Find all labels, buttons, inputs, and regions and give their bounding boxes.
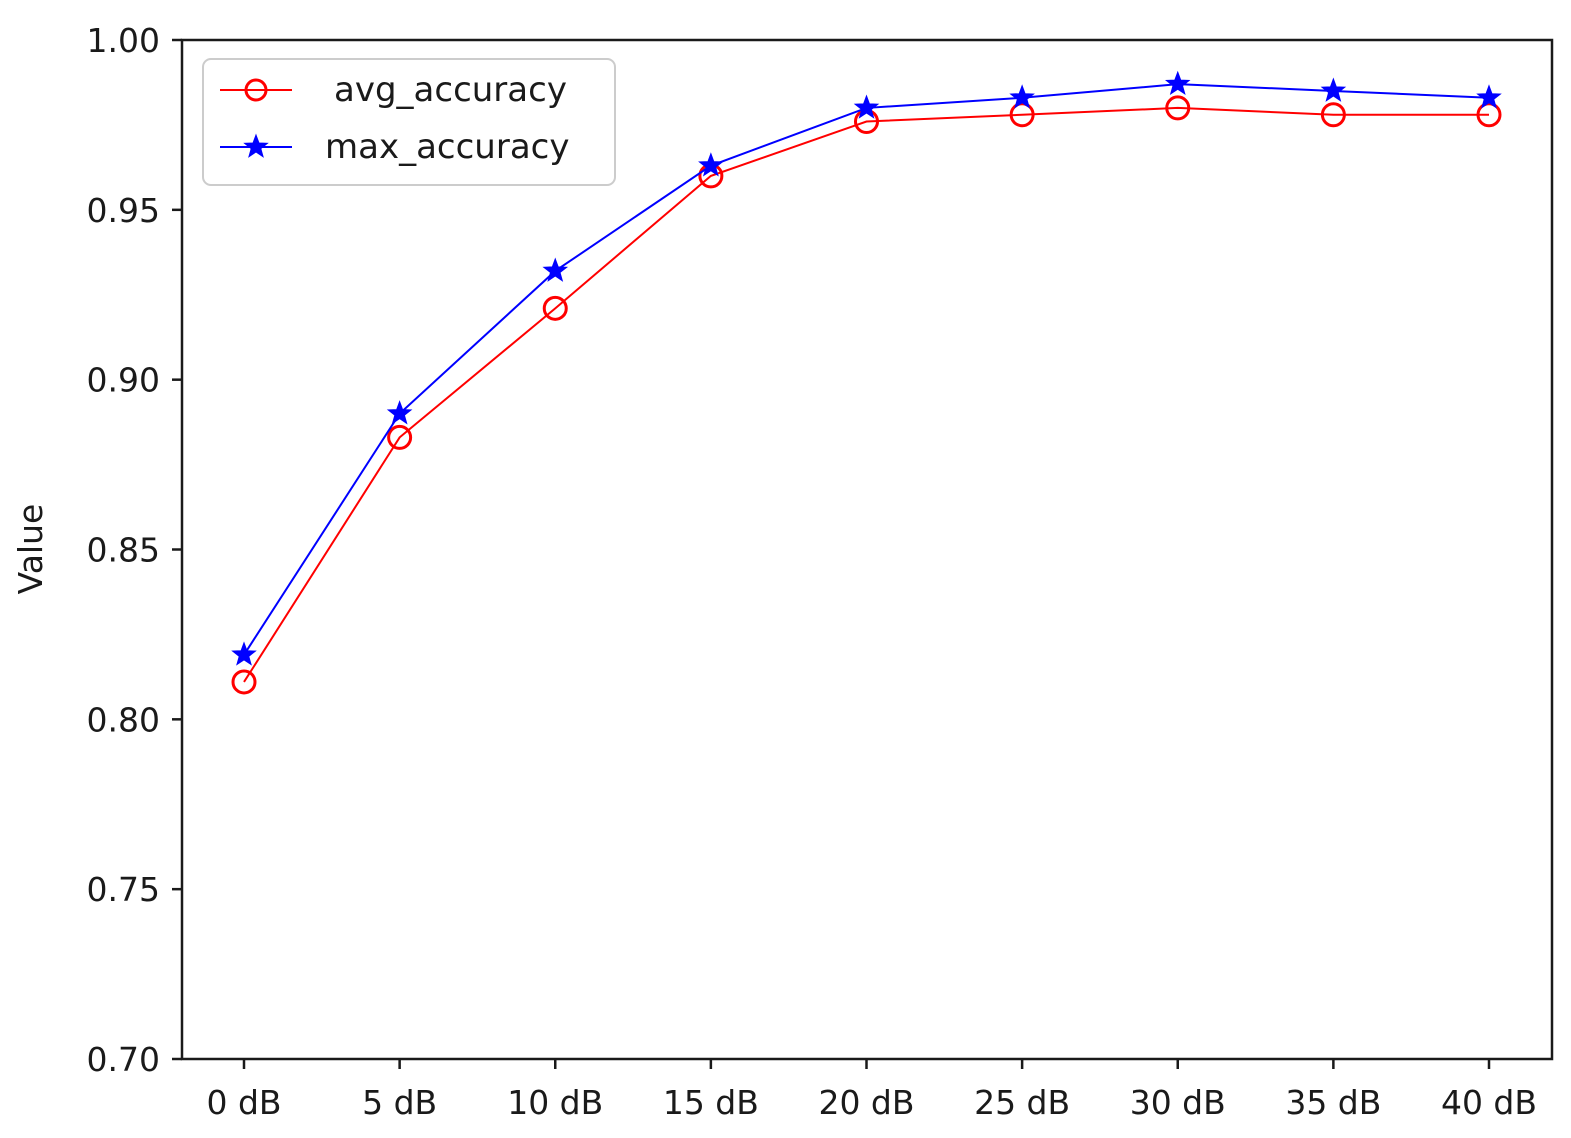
data-point-max-accuracy [1009,84,1035,109]
x-tick-label: 15 dB [663,1083,759,1122]
series-line-avg-accuracy [243,106,1489,683]
y-tick-label: 1.00 [87,21,160,60]
y-tick-label: 0.90 [87,361,160,400]
series-layer [231,70,1502,695]
data-point-avg-accuracy [387,424,413,450]
x-tick-label: 40 dB [1441,1083,1537,1122]
y-tick-label: 0.75 [87,870,160,909]
data-point-max-accuracy [853,94,880,119]
legend-frame [202,58,616,186]
plot-frame [180,38,1554,1061]
legend: avg_accuracy max_accuracy [202,58,616,186]
ticks-layer: 0.70 0.75 0.80 0.85 0.90 0.95 1.00 0 dB 5 dB 10 d… [87,21,1538,1122]
data-point-avg-accuracy [1165,95,1191,121]
data-point-max-accuracy [1476,84,1502,109]
legend-label-avg-accuracy: avg_accuracy [334,70,567,110]
x-tick-label: 0 dB [206,1083,281,1122]
data-point-max-accuracy [1164,70,1191,96]
data-point-max-accuracy [386,400,413,425]
legend-circle-marker-icon [244,78,268,102]
x-tick-label: 35 dB [1285,1083,1381,1122]
y-tick-label: 0.80 [87,700,160,739]
data-point-avg-accuracy [542,295,568,321]
legend-star-marker-icon [243,133,269,158]
x-tick-label: 25 dB [974,1083,1070,1122]
data-point-max-accuracy [542,257,569,282]
data-point-avg-accuracy [1320,102,1346,128]
x-tick-label: 20 dB [818,1083,914,1122]
data-point-avg-accuracy [1476,102,1502,128]
x-tick-label: 10 dB [507,1083,603,1122]
y-axis-label: Value [11,504,50,595]
y-tick-label: 0.85 [87,531,160,570]
data-point-avg-accuracy [1009,102,1035,128]
y-tick-label: 0.95 [87,191,160,230]
data-point-max-accuracy [231,641,257,666]
y-tick-label: 0.70 [87,1040,160,1079]
data-point-avg-accuracy [231,669,257,695]
data-point-max-accuracy [698,152,724,177]
data-point-max-accuracy [1320,77,1347,102]
x-tick-label: 5 dB [362,1083,437,1122]
legend-label-max-accuracy: max_accuracy [325,127,569,167]
x-tick-label: 30 dB [1130,1083,1226,1122]
